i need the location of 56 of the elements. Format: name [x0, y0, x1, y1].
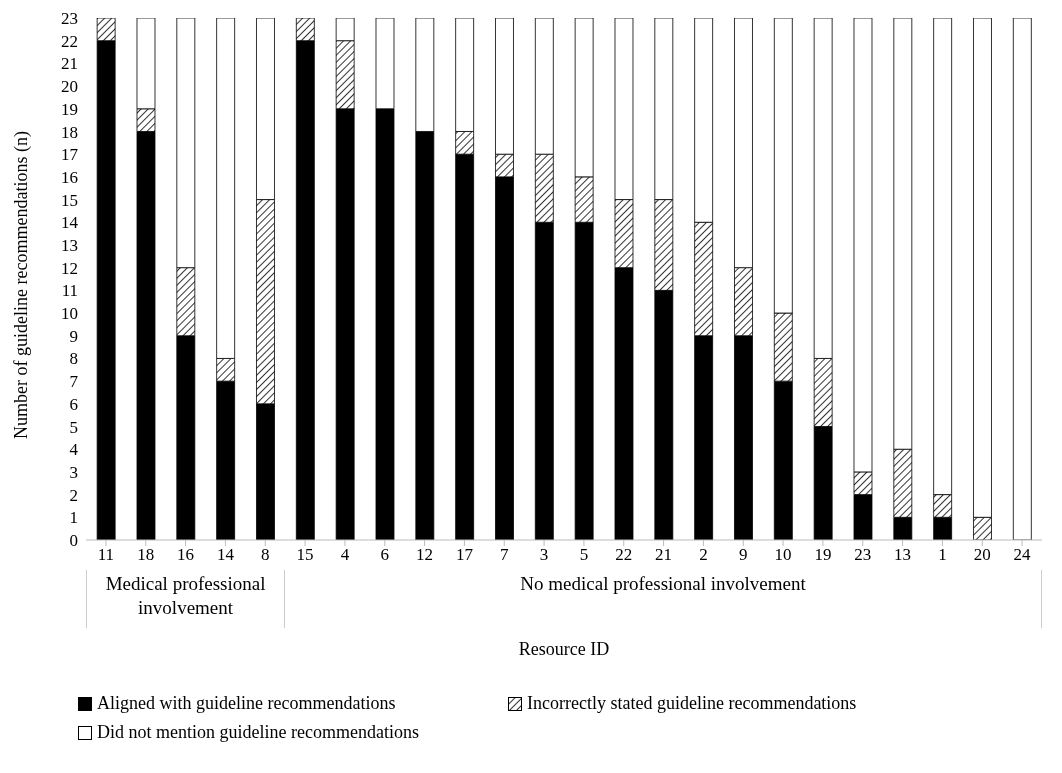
- y-tick-label: 11: [61, 281, 78, 301]
- y-tick-label: 9: [69, 326, 78, 346]
- x-tick-label: 20: [973, 545, 991, 565]
- x-tick-label: 23: [854, 545, 872, 565]
- x-tick-label: 14: [216, 545, 235, 565]
- legend-label: Did not mention guideline recommendations: [97, 722, 419, 743]
- x-tick-label: 4: [340, 545, 350, 565]
- x-tick-label: 12: [416, 545, 434, 565]
- x-tick-label: 17: [455, 545, 474, 565]
- legend-label: Aligned with guideline recommendations: [97, 693, 396, 714]
- x-tick-label: 3: [539, 545, 549, 565]
- y-tick-label: 0: [69, 531, 78, 551]
- y-tick-label: 2: [69, 485, 78, 505]
- text: No medical professional involvement: [285, 570, 1042, 628]
- x-tick-label: 11: [97, 545, 115, 565]
- y-tick-label: 18: [61, 122, 78, 142]
- x-tick-label: 6: [380, 545, 389, 565]
- x-tick-label: 1: [938, 545, 947, 565]
- y-tick-label: 6: [69, 394, 78, 414]
- y-tick-label: 4: [69, 440, 79, 460]
- y-tick-label: 21: [61, 54, 78, 74]
- text: Medical professional involvement: [86, 570, 286, 628]
- legend-label: Incorrectly stated guideline recommendations: [527, 693, 857, 714]
- y-tick-label: 20: [61, 77, 78, 97]
- x-tick-label: 8: [261, 545, 270, 565]
- y-tick-label: 16: [61, 167, 78, 187]
- x-tick-label: 5: [579, 545, 589, 565]
- x-tick-label: 16: [177, 545, 195, 565]
- x-tick-label: 21: [655, 545, 673, 565]
- y-tick-label: 23: [61, 9, 78, 29]
- y-tick-label: 1: [69, 508, 78, 528]
- x-tick-label: 22: [615, 545, 633, 565]
- x-tick-label: 7: [500, 545, 509, 565]
- bar: [1012, 18, 1032, 540]
- y-tick-label: 8: [69, 349, 78, 369]
- y-tick-label: 10: [61, 304, 78, 324]
- x-axis-title: Resource ID: [518, 639, 610, 659]
- y-tick-label: 3: [69, 462, 78, 482]
- y-tick-label: 13: [61, 235, 78, 255]
- x-tick-label: 19: [814, 545, 832, 565]
- y-tick-label: 7: [69, 372, 79, 392]
- y-tick-label: 5: [69, 417, 78, 437]
- y-axis-title: Number of guideline recommendations (n): [11, 131, 33, 439]
- x-tick-label: 15: [296, 545, 314, 565]
- y-tick-label: 17: [61, 145, 79, 165]
- x-tick-label: 13: [894, 545, 912, 565]
- y-tick-label: 19: [61, 99, 78, 119]
- x-tick-label: 24: [1013, 545, 1032, 565]
- y-tick-label: 22: [61, 31, 78, 51]
- x-tick-label: 2: [699, 545, 708, 565]
- y-tick-label: 15: [61, 190, 78, 210]
- x-tick-label: 10: [774, 545, 792, 565]
- y-tick-label: 12: [61, 258, 78, 278]
- y-tick-label: 14: [61, 213, 79, 233]
- x-tick-label: 9: [739, 545, 748, 565]
- x-tick-label: 18: [137, 545, 155, 565]
